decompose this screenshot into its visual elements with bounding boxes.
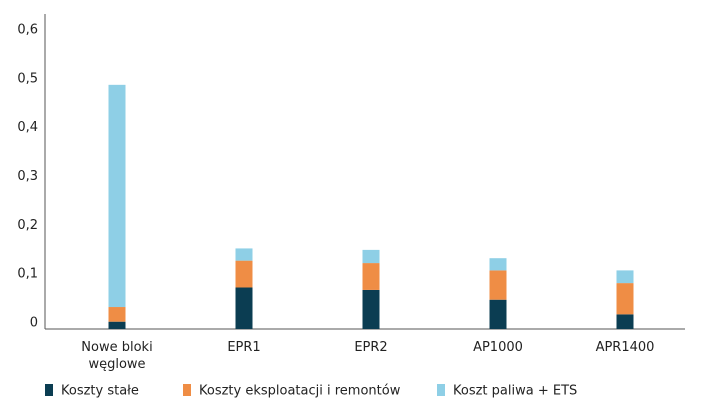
x-tick-label: AP1000 [473,340,523,355]
legend-label: Koszty stałe [61,384,139,399]
x-tick-label: EPR2 [354,340,388,355]
bar-segment [616,314,634,329]
bar-segment [235,260,253,288]
legend-swatch [183,384,191,396]
bar-segment [235,287,253,329]
bar-segment [616,283,634,315]
bar-segment [108,307,126,322]
legend-label: Koszt paliwa + ETS [453,384,577,399]
y-tick-label: 0,2 [17,218,38,233]
bar-segment [108,321,126,329]
bar-segment [362,249,380,264]
bar-segment [616,270,634,284]
bar-segment [489,299,507,329]
x-tick-label: APR1400 [595,340,655,355]
bar-segment [489,270,507,300]
y-tick-label: 0,3 [17,169,38,184]
x-tick-label: Nowe bloki węglowe [81,340,153,372]
y-tick-label: 0,6 [17,23,38,38]
bar-segment [362,263,380,290]
y-tick-label: 0,5 [17,71,38,86]
bar-segment [489,258,507,271]
legend-swatch [45,384,53,396]
y-tick-label: 0,1 [17,267,38,282]
bar-segment [108,84,126,308]
bar-segment [235,248,253,261]
y-tick-label: 0,4 [17,120,38,135]
legend-swatch [437,384,445,396]
legend-label: Koszty eksploatacji i remontów [199,384,401,399]
bar-segment [362,289,380,329]
y-tick-label: 0 [30,316,38,331]
x-tick-label: EPR1 [227,340,261,355]
